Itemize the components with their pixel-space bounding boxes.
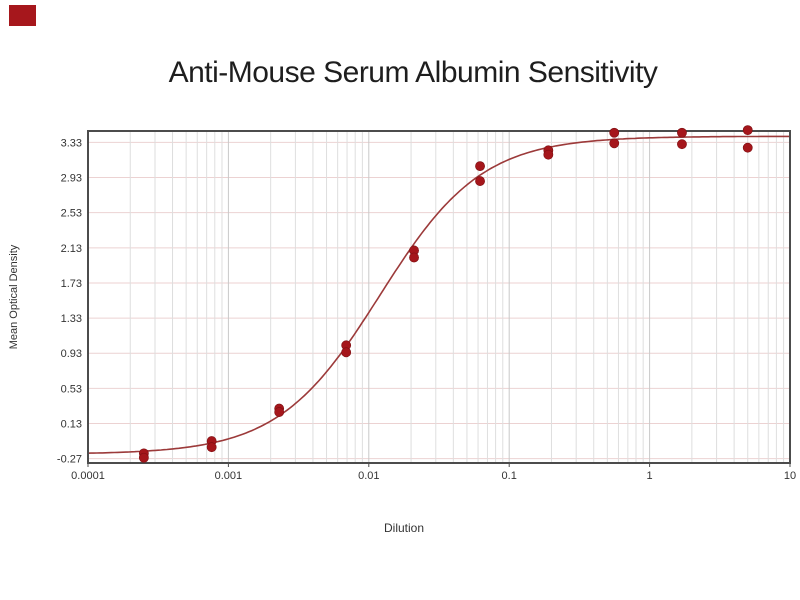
y-tick-label: 2.93 xyxy=(61,173,82,185)
data-point xyxy=(609,138,620,149)
x-axis-title: Dilution xyxy=(383,521,425,535)
y-tick-label: -0.27 xyxy=(57,454,82,466)
x-tick-label: 10 xyxy=(784,470,796,482)
data-point xyxy=(742,142,753,153)
y-tick-label: 2.13 xyxy=(61,243,82,255)
data-point xyxy=(677,127,687,138)
y-tick-label: 0.13 xyxy=(61,418,82,430)
x-tick-label: 0.001 xyxy=(215,470,243,482)
y-tick-label: 3.33 xyxy=(61,137,82,149)
y-tick-label: 0.53 xyxy=(61,383,82,395)
data-point xyxy=(475,161,485,172)
y-tick-label: 0.93 xyxy=(61,348,82,360)
data-point xyxy=(409,252,419,263)
y-tick-label: 2.53 xyxy=(61,208,82,220)
data-point xyxy=(677,139,687,150)
data-point xyxy=(206,442,217,453)
data-point xyxy=(138,452,149,463)
x-tick-label: 0.1 xyxy=(502,470,517,482)
x-tick-label: 0.01 xyxy=(358,470,379,482)
data-point xyxy=(742,125,753,136)
x-tick-label: 0.0001 xyxy=(71,470,105,482)
chart-title: Anti-Mouse Serum Albumin Sensitivity xyxy=(168,56,658,89)
y-tick-label: 1.33 xyxy=(61,313,82,325)
data-point xyxy=(341,347,352,358)
y-tick-label: 1.73 xyxy=(61,278,82,290)
data-point xyxy=(274,407,285,417)
data-point xyxy=(543,149,554,160)
red-category-marker-icon xyxy=(9,5,36,26)
x-tick-label: 1 xyxy=(647,470,653,482)
data-point xyxy=(609,127,620,138)
data-point xyxy=(475,176,485,186)
